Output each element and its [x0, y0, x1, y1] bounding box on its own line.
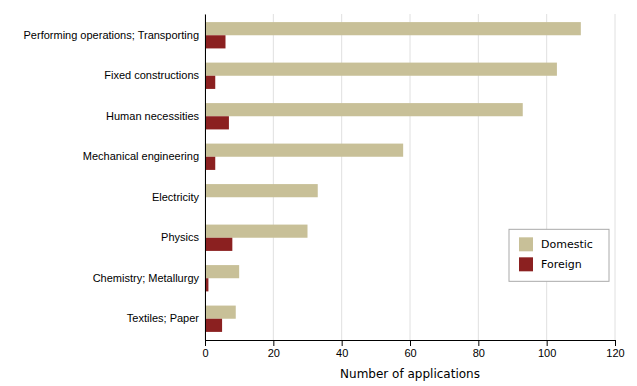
bar-series — [205, 35, 232, 332]
y-tick-label: Performing operations; Transporting — [24, 29, 199, 41]
y-tick: Fixed constructions — [104, 69, 199, 81]
legend-item: Foreign — [519, 257, 582, 271]
y-tick-label: Human necessities — [106, 110, 199, 122]
y-tick: Chemistry; Metallurgy — [93, 272, 200, 284]
bar — [205, 265, 239, 278]
x-tick-mark — [478, 340, 479, 346]
y-tick: Textiles; Paper — [127, 312, 199, 324]
y-tick: Physics — [161, 231, 199, 243]
x-tick-mark — [273, 340, 274, 346]
x-tick-mark — [205, 340, 206, 346]
x-tick: 0 — [202, 340, 208, 359]
legend-swatch — [519, 257, 533, 271]
y-axis-line — [205, 15, 206, 341]
y-tick-label: Fixed constructions — [104, 69, 199, 81]
y-tick-label: Textiles; Paper — [127, 312, 199, 324]
x-tick: 120 — [606, 340, 624, 359]
bar — [205, 238, 232, 251]
y-tick: Human necessities — [106, 110, 199, 122]
bar — [205, 319, 222, 332]
bar — [205, 22, 581, 35]
x-tick: 60 — [404, 340, 416, 359]
bar — [205, 63, 557, 76]
x-tick-mark — [342, 340, 343, 346]
bar — [205, 116, 229, 129]
x-tick-label: 80 — [473, 347, 485, 359]
bar — [205, 35, 226, 48]
x-tick: 40 — [336, 340, 348, 359]
legend-label: Foreign — [541, 258, 582, 271]
y-tick-label: Electricity — [152, 191, 200, 203]
x-tick: 20 — [268, 340, 280, 359]
x-tick-label: 0 — [202, 347, 208, 359]
legend-frame — [509, 229, 609, 281]
x-tick-mark — [615, 340, 616, 346]
x-tick: 80 — [473, 340, 485, 359]
y-tick: Mechanical engineering — [83, 150, 199, 162]
legend-swatch — [519, 237, 533, 251]
bar — [205, 225, 308, 238]
bar — [205, 306, 236, 319]
x-axis-line — [206, 341, 616, 347]
bars — [205, 22, 581, 332]
x-tick-label: 40 — [336, 347, 348, 359]
x-tick-mark — [410, 340, 411, 346]
x-tick: 100 — [538, 340, 556, 359]
bar — [205, 157, 215, 170]
y-tick-label: Physics — [161, 231, 199, 243]
y-tick: Electricity — [152, 191, 200, 203]
chart: 0 20 40 60 80 100 120 Textiles; Paper Chemistry;… — [0, 0, 637, 386]
bar — [205, 76, 215, 89]
grid-line — [615, 14, 616, 340]
y-tick-label: Mechanical engineering — [83, 150, 199, 162]
x-tick-label: 120 — [606, 347, 624, 359]
grid — [205, 14, 615, 340]
plot: 0 20 40 60 80 100 120 Textiles; Paper Chemistry;… — [24, 14, 625, 359]
x-tick-label: 100 — [538, 347, 556, 359]
x-tick-label: 60 — [404, 347, 416, 359]
y-tick: Performing operations; Transporting — [24, 29, 199, 41]
bar — [205, 144, 403, 157]
y-axis: Textiles; Paper Chemistry; Metallurgy Phys… — [24, 15, 206, 341]
x-axis-title: Number of applications — [340, 367, 480, 381]
grid-line — [205, 14, 206, 340]
x-axis: 0 20 40 60 80 100 120 — [202, 340, 624, 359]
legend: Domestic Foreign — [509, 229, 609, 281]
legend-item: Domestic — [519, 237, 593, 251]
x-tick-mark — [547, 340, 548, 346]
bar — [205, 103, 523, 116]
legend-label: Domestic — [541, 238, 593, 251]
bar — [205, 184, 318, 197]
x-tick-label: 20 — [268, 347, 280, 359]
y-tick-label: Chemistry; Metallurgy — [93, 272, 200, 284]
